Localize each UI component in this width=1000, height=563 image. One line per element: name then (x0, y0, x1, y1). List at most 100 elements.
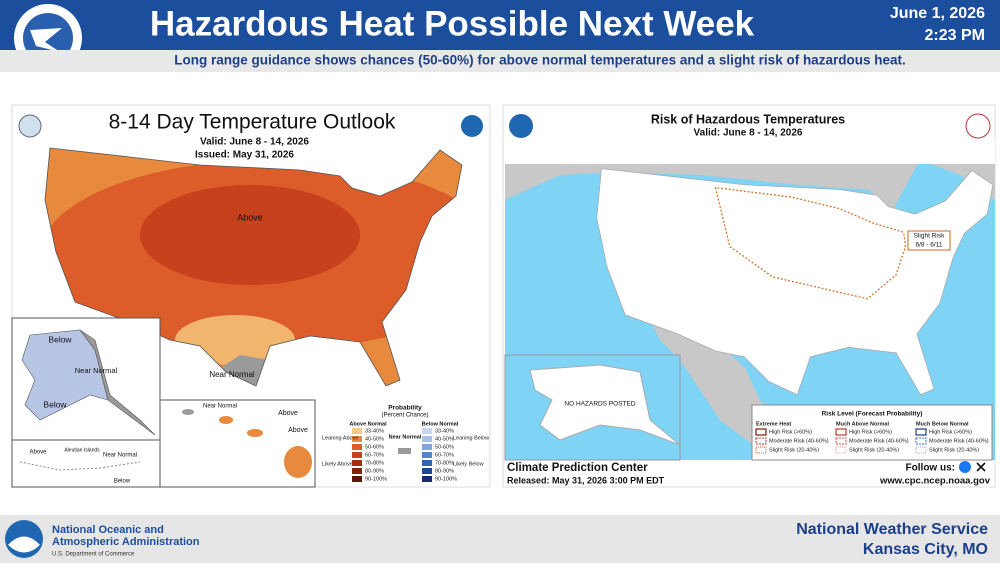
risk-swatch (915, 446, 927, 454)
risk-swatch (915, 428, 927, 436)
legend-level: 40-50% (365, 436, 384, 442)
nws-logo-mark (30, 28, 62, 52)
slight-risk-area (714, 186, 907, 300)
risk-legend-swatches (755, 428, 927, 454)
date: June 1, 2026 (890, 5, 985, 22)
risk-box-label: Slight Risk (914, 233, 945, 240)
legend-subtitle: (Percent Chance) (381, 413, 428, 419)
follow-us: Follow us: (906, 463, 955, 474)
legend-level: 50-60% (365, 444, 384, 450)
legend-swatch (422, 436, 432, 442)
right-title: Risk of Hazardous Temperatures (651, 112, 845, 126)
map-label: Above (278, 410, 298, 417)
legend-level: 33-40% (435, 428, 454, 434)
aleutian-islands (19, 461, 141, 471)
risk-swatch (755, 437, 767, 445)
legend-swatch (352, 428, 362, 434)
legend-level: 40-50% (435, 436, 454, 442)
hawaii-island (247, 429, 263, 437)
map-label: Near Normal (203, 404, 237, 410)
alaska-near-normal (79, 329, 156, 436)
legend-level: 60-70% (435, 452, 454, 458)
legend-title: Probability (388, 405, 422, 412)
nws-logo-small (965, 113, 991, 139)
risk-legend-title: Risk Level (Forecast Probability) (822, 411, 923, 418)
risk-swatch (755, 428, 767, 436)
location: Kansas City, MO (863, 541, 988, 558)
legend-swatch (422, 476, 432, 482)
title: Hazardous Heat Possible Next Week (150, 4, 755, 43)
risk-item: Slight Risk (20-40%) (849, 447, 899, 453)
legend-level: 70-80% (365, 460, 384, 466)
legend-near-title: Near Normal (389, 434, 422, 440)
legend-swatch (352, 444, 362, 450)
department: U.S. Department of Commerce (52, 552, 135, 558)
hawaii-island (182, 409, 194, 415)
right-valid: Valid: June 8 - 14, 2026 (694, 128, 803, 139)
issued: Issued: May 31, 2026 (195, 150, 294, 161)
left-title: 8-14 Day Temperature Outlook (109, 111, 396, 134)
subtitle: Long range guidance shows chances (50-60… (174, 53, 905, 68)
legend-side-label: Likely Below (453, 461, 484, 467)
legend-swatch (422, 468, 432, 474)
risk-item: Slight Risk (20-40%) (929, 447, 979, 453)
map-label: Aleutian Islands (64, 447, 100, 453)
noaa-logo-small (461, 115, 483, 137)
risk-item: Moderate Risk (40-60%) (849, 438, 909, 444)
map-label: Below (43, 399, 67, 409)
map-label: Above (29, 450, 47, 456)
legend-above-swatches (352, 428, 362, 482)
risk-swatch (755, 446, 767, 454)
legend-level: 80-90% (435, 468, 454, 474)
office: National Weather Service (796, 521, 988, 538)
risk-box-dates: 6/8 - 6/11 (916, 242, 943, 249)
legend-swatch (422, 460, 432, 466)
map-label: Near Normal (103, 453, 137, 459)
cpc-url[interactable]: www.cpc.ncep.noaa.gov (879, 476, 991, 487)
alaska-land (529, 364, 681, 446)
risk-item: High Risk (>60%) (929, 429, 972, 435)
facebook-icon[interactable] (959, 461, 971, 473)
noaa-logo-mark (8, 536, 40, 553)
map-label: Below (48, 334, 72, 344)
legend-side-label: Leaning Above (322, 435, 358, 441)
map-label: Near Normal (75, 366, 118, 375)
noaa-logo-small (509, 114, 533, 138)
legend-above-title: Above Normal (349, 421, 387, 427)
aleutian-inset (11, 439, 161, 488)
doc-seal (18, 114, 42, 138)
hawaii-island (219, 416, 233, 424)
risk-legend (751, 404, 993, 461)
hazard-map (596, 168, 994, 396)
legend-swatch (352, 452, 362, 458)
subtitle-bar (0, 50, 1000, 72)
risk-item: Moderate Risk (40-60%) (929, 438, 989, 444)
legend-swatch (422, 452, 432, 458)
risk-legend-items: High Risk (>60%) Moderate Risk (40-60%) … (769, 429, 989, 453)
legend-swatch (422, 428, 432, 434)
us-land (596, 168, 994, 396)
agency-line-2: Atmospheric Administration (52, 536, 200, 548)
legend-level: 70-80% (435, 460, 454, 466)
legend-level: 33-40% (365, 428, 384, 434)
footer-bar (0, 515, 1000, 563)
above-50-60 (140, 185, 360, 285)
header-bar (0, 0, 1000, 50)
legend-level: 90-100% (365, 476, 387, 482)
legend-below-levels: 33-40% 40-50% 50-60% 60-70% 70-80% 80-90… (435, 428, 457, 482)
risk-box (907, 230, 951, 251)
map-label: Near Normal (209, 370, 255, 379)
hawaii-island (284, 446, 312, 478)
x-icon-glyph (976, 462, 986, 472)
released: Released: May 31, 2026 3:00 PM EDT (507, 475, 665, 485)
risk-swatch (835, 437, 847, 445)
legend-level: 90-100% (435, 476, 457, 482)
map-label: Above (288, 427, 308, 434)
risk-swatch (835, 446, 847, 454)
legend-below-title: Below Normal (422, 421, 459, 427)
legend-swatch (422, 444, 432, 450)
agency-line-1: National Oceanic and (52, 524, 164, 536)
time: 2:23 PM (925, 27, 985, 44)
risk-swatch (915, 437, 927, 445)
